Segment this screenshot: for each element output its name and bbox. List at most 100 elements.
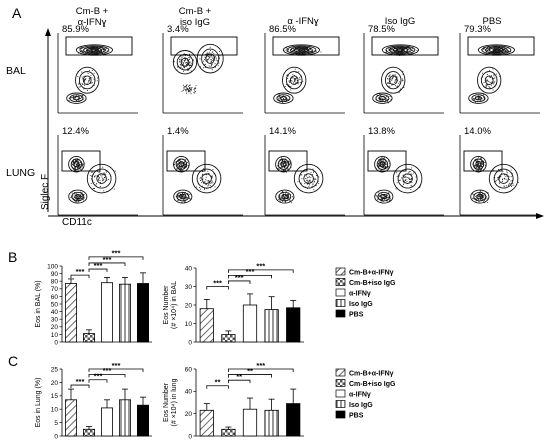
bar-2 [221, 428, 236, 437]
significance-bracket [88, 379, 108, 383]
gate-box [61, 150, 101, 172]
gate-percent: 85.9% [62, 24, 89, 35]
y-tick-label: 40 [51, 309, 59, 316]
significance-label: *** [103, 255, 112, 264]
flow-plot-grid: 85.9% 3.4% 86.5% 78.5% 79.3% 12.4% 1.4% 14.1% 13… [57, 24, 540, 216]
bar-5 [286, 307, 301, 343]
column-header-2: Cm-B + iso IgG [179, 6, 212, 28]
flow-x-axis-label: CD11c [62, 217, 92, 228]
column-header-3: α -IFNɣ [287, 16, 319, 27]
bar-3 [101, 407, 114, 437]
flow-plot-lung-1: 12.4% [57, 126, 138, 216]
y-tick-label: 30 [185, 284, 193, 291]
legend-label: PBS [349, 413, 364, 420]
legend-panel-b: Cm-B+α-IFNγ Cm-B+iso IgG α-IFNγ Iso IgG PBS [335, 267, 396, 319]
significance-label: *** [235, 273, 244, 282]
y-tick-label: 100 [47, 263, 58, 270]
significance-label: ** [247, 366, 253, 375]
significance-label: ** [215, 378, 221, 387]
y-tick-label: 30 [51, 317, 59, 324]
flow-plot-bal-4: 78.5% [363, 24, 444, 114]
gate-percent: 12.4% [62, 126, 89, 137]
flow-plot-lung-4: 13.8% [363, 126, 444, 216]
y-tick-label: 50 [51, 301, 59, 308]
gate-percent: 14.1% [269, 126, 296, 137]
y-tick-label: 10 [51, 407, 59, 414]
legend-swatch [335, 309, 346, 318]
bar-4 [264, 309, 279, 343]
bar-4 [119, 283, 132, 343]
y-axis-label: Eos Number(# ×10⁴) in BAL [163, 281, 178, 329]
column-header-4: Iso IgG [385, 16, 416, 27]
flow-y-axis-label: Siglec F [40, 174, 51, 210]
significance-bracket [228, 280, 251, 284]
significance-bracket [88, 268, 108, 273]
bar-2 [83, 428, 96, 437]
legend-swatch [335, 299, 346, 307]
y-tick-label: 0 [188, 339, 192, 346]
gate-percent: 13.8% [368, 126, 395, 137]
gate-box [367, 150, 407, 172]
significance-bracket [228, 275, 272, 279]
legend-swatch [335, 389, 346, 398]
gate-box [170, 36, 238, 56]
legend-swatch [335, 288, 346, 297]
gate-box [463, 150, 503, 172]
bar-chart-B-right: 0 10 20 30 40 Eos Number(# ×10⁴) in BAL *** ***… [163, 262, 304, 346]
bar-1 [65, 399, 78, 437]
y-tick-label: 20 [51, 380, 59, 387]
significance-label: *** [94, 261, 103, 270]
significance-label: *** [112, 361, 121, 370]
gate-percent: 3.4% [167, 24, 189, 35]
legend-label: Iso IgG [349, 301, 373, 308]
gate-percent: 1.4% [167, 126, 189, 137]
gate-percent: 14.0% [464, 126, 491, 137]
bar-1 [199, 409, 214, 437]
row-label-bal: BAL [6, 65, 26, 77]
significance-bracket [70, 384, 90, 389]
bar-5 [136, 404, 149, 437]
bar-1 [65, 283, 78, 343]
significance-label: *** [112, 249, 121, 258]
column-header-5: PBS [482, 16, 501, 27]
legend-label: Cm-B+α-IFNγ [349, 270, 394, 277]
significance-bracket [228, 374, 272, 378]
significance-label: *** [94, 372, 103, 381]
flow-column-headers: Cm-B + α-IFNɣ Cm-B + iso IgG α -IFNɣ Iso I… [76, 6, 502, 28]
significance-label: *** [76, 377, 85, 386]
significance-bracket [228, 368, 294, 372]
legend-swatch [335, 410, 346, 419]
y-tick-label: 20 [185, 411, 193, 418]
significance-bracket [88, 368, 144, 372]
gate-box [272, 36, 340, 56]
flow-plot-bal-5: 79.3% [459, 24, 540, 114]
bar-2 [221, 334, 236, 343]
significance-label: *** [213, 278, 222, 287]
legend-label: PBS [349, 312, 364, 319]
significance-bracket [228, 269, 294, 273]
row-label-lung: LUNG [6, 167, 35, 179]
flow-plot-bal-1: 85.9% [57, 24, 138, 114]
y-tick-label: 40 [185, 265, 193, 272]
significance-bracket [206, 385, 229, 389]
y-axis-label: Eos Number(# ×10⁴) in lung [163, 378, 178, 426]
significance-label: ** [236, 372, 242, 381]
gate-box [467, 36, 535, 56]
y-tick-label: 90 [51, 271, 59, 278]
significance-label: *** [256, 262, 265, 271]
panel-letter-b: B [8, 249, 17, 265]
flow-plot-lung-5: 14.0% [459, 126, 540, 216]
gate-box [65, 36, 133, 56]
gate-box [166, 150, 206, 172]
y-axis-label: Eos in Lung (%) [35, 378, 42, 428]
y-tick-label: 0 [188, 433, 192, 440]
y-tick-label: 0 [54, 433, 58, 440]
y-tick-label: 10 [185, 321, 193, 328]
y-tick-label: 20 [185, 302, 193, 309]
gate-percent: 79.3% [464, 24, 491, 35]
y-tick-label: 20 [51, 324, 59, 331]
bar-4 [119, 399, 132, 437]
